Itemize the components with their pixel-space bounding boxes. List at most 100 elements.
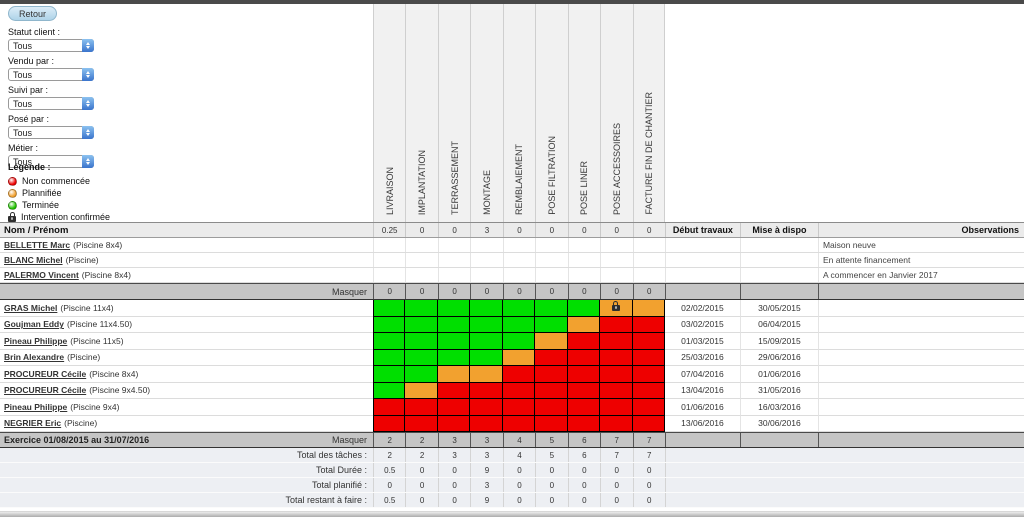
task-cell-done[interactable] [470,316,503,333]
task-cell-done[interactable] [405,333,438,350]
totals-value: 0 [535,478,567,492]
task-cell-done[interactable] [405,300,438,317]
task-cell-not_started[interactable] [470,415,503,432]
client-name-link[interactable]: BLANC Michel [4,255,63,265]
metier-select[interactable]: Tous [8,155,94,168]
task-cell-done[interactable] [437,316,471,333]
client-name-link[interactable]: PROCUREUR Cécile [4,385,87,396]
task-cell-not_started[interactable] [600,382,633,399]
task-cell-not_started[interactable] [502,382,536,399]
vendu-par-select[interactable]: Tous [8,68,94,81]
task-cell-done[interactable] [405,366,438,383]
task-cell-not_started[interactable] [632,415,665,432]
task-cell-done[interactable] [535,300,568,317]
window-top-strip [0,0,1024,4]
task-cell-done[interactable] [373,316,406,333]
client-name-link[interactable]: Brin Alexandre [4,352,65,363]
back-button[interactable]: Retour [8,6,58,21]
task-cell-not_started[interactable] [405,399,438,416]
task-cell-not_started[interactable] [437,399,471,416]
suivi-par-select[interactable]: Tous [8,97,94,110]
task-cell-done[interactable] [373,333,406,350]
task-cell-done[interactable] [470,300,503,317]
client-name-link[interactable]: NEGRIER Eric [4,418,62,429]
task-cell-not_started[interactable] [600,415,633,432]
task-cell-planned[interactable] [567,316,601,333]
task-cell-not_started[interactable] [632,349,665,366]
task-cell-not_started[interactable] [502,366,536,383]
task-cell-not_started[interactable] [600,399,633,416]
task-cell-planned_locked[interactable] [600,300,633,317]
task-cell-not_started[interactable] [373,415,406,432]
pose-par-select[interactable]: Tous [8,126,94,139]
masquer-toggle[interactable]: Masquer [331,286,367,297]
task-cell-not_started[interactable] [535,382,568,399]
task-cell-done[interactable] [502,300,536,317]
task-cell-planned[interactable] [405,382,438,399]
task-cell-not_started[interactable] [437,382,471,399]
task-cell-done[interactable] [437,300,471,317]
statut-client-select[interactable]: Tous [8,39,94,52]
task-cell-not_started[interactable] [567,382,601,399]
client-name-link[interactable]: PROCUREUR Cécile [4,368,87,379]
task-cell-planned[interactable] [535,333,568,350]
task-cell-planned[interactable] [470,366,503,383]
task-cell-not_started[interactable] [437,415,471,432]
task-cell-done[interactable] [405,316,438,333]
task-cell-not_started[interactable] [535,399,568,416]
task-cell-done[interactable] [502,333,536,350]
client-detail: (Piscine) [65,255,99,265]
mise-a-dispo-cell: 31/05/2016 [739,382,818,399]
client-name-link[interactable]: PALERMO Vincent [4,270,79,280]
task-cell-not_started[interactable] [470,399,503,416]
task-cell-not_started[interactable] [373,399,406,416]
task-cell-planned[interactable] [502,349,536,366]
task-cell-not_started[interactable] [600,316,633,333]
client-name-link[interactable]: Pineau Philippe [4,401,68,412]
task-cell-not_started[interactable] [632,382,665,399]
task-cell-not_started[interactable] [567,349,601,366]
task-cell-not_started[interactable] [502,415,536,432]
task-cell-done[interactable] [535,316,568,333]
client-name-link[interactable]: Goujman Eddy [4,319,64,330]
task-cell-not_started[interactable] [567,399,601,416]
task-cell-done[interactable] [470,349,503,366]
task-cell-not_started[interactable] [567,366,601,383]
task-cell-not_started[interactable] [470,382,503,399]
task-cell-not_started[interactable] [632,399,665,416]
task-cell-not_started[interactable] [405,415,438,432]
task-cell-not_started[interactable] [567,333,601,350]
task-cell-done[interactable] [437,333,471,350]
task-cell-not_started[interactable] [535,366,568,383]
status-dot-plannifiee-icon [8,188,17,198]
task-cell-not_started[interactable] [502,399,536,416]
task-cell-not_started[interactable] [600,349,633,366]
client-name-link[interactable]: Pineau Philippe [4,335,68,346]
task-cell-not_started[interactable] [567,415,601,432]
task-cell-planned[interactable] [632,300,665,317]
task-cell-not_started[interactable] [632,333,665,350]
task-cell-done[interactable] [373,366,406,383]
task-cell-not_started[interactable] [600,366,633,383]
task-cell-done[interactable] [373,382,406,399]
client-name-cell: Pineau Philippe (Piscine 9x4) [0,399,373,416]
task-cell-not_started[interactable] [600,333,633,350]
task-cell-not_started[interactable] [632,366,665,383]
legend: Légende : Non commencée Plannifiée Terminée… [8,162,110,223]
empty-task-cell [535,268,567,282]
task-cell-not_started[interactable] [535,415,568,432]
masquer-toggle[interactable]: Masquer [331,435,367,445]
task-cell-done[interactable] [502,316,536,333]
task-cell-done[interactable] [373,349,406,366]
task-cell-done[interactable] [470,333,503,350]
task-cell-not_started[interactable] [535,349,568,366]
task-cell-done[interactable] [405,349,438,366]
client-name-link[interactable]: GRAS Michel [4,302,58,313]
client-name-link[interactable]: BELLETTE Marc [4,240,71,250]
task-cell-done[interactable] [567,300,601,317]
task-cell-planned[interactable] [437,366,471,383]
task-cell-done[interactable] [373,300,406,317]
task-cell-not_started[interactable] [632,316,665,333]
totals-value: 0 [437,463,470,477]
task-cell-done[interactable] [437,349,471,366]
